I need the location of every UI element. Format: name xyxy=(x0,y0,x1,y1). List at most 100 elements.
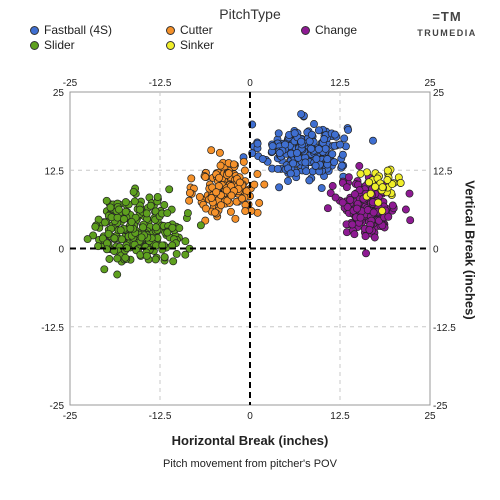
data-point xyxy=(222,186,231,195)
data-point xyxy=(338,150,347,159)
data-point xyxy=(350,230,359,239)
data-point xyxy=(314,126,323,135)
data-point xyxy=(284,177,292,185)
data-point xyxy=(201,204,210,213)
data-point xyxy=(130,197,139,206)
data-point xyxy=(165,185,174,194)
data-point xyxy=(114,205,123,214)
data-point xyxy=(273,164,282,173)
x-tick-label-top: -12.5 xyxy=(149,78,172,89)
legend-marker-fastball xyxy=(30,26,39,35)
data-point xyxy=(290,129,299,138)
data-point xyxy=(224,169,233,178)
data-point xyxy=(312,154,321,163)
data-point xyxy=(365,225,374,234)
data-point xyxy=(355,162,364,170)
legend-title: PitchType xyxy=(219,6,281,22)
data-point xyxy=(120,215,128,224)
legend-label-change: Change xyxy=(315,23,358,37)
x-axis-label: Horizontal Break (inches) xyxy=(171,433,329,448)
x-tick-label-top: 25 xyxy=(424,78,436,89)
points-layer xyxy=(83,110,415,279)
data-point xyxy=(105,255,114,263)
legend-item-change[interactable]: Change xyxy=(301,23,357,37)
data-point xyxy=(127,217,136,226)
data-point xyxy=(94,242,103,251)
data-point xyxy=(215,173,224,182)
legend-item-cutter[interactable]: Cutter xyxy=(166,23,213,37)
data-point xyxy=(311,161,320,170)
data-point xyxy=(151,255,160,264)
data-point xyxy=(235,178,244,187)
legend-marker-sinker xyxy=(166,41,175,50)
legend-item-sinker[interactable]: Sinker xyxy=(166,38,214,52)
data-point xyxy=(183,209,192,218)
data-point xyxy=(326,189,335,198)
data-point xyxy=(116,226,125,235)
data-point xyxy=(260,180,269,189)
data-point xyxy=(253,170,262,179)
data-point xyxy=(104,229,113,238)
data-point xyxy=(356,169,365,178)
data-point xyxy=(323,204,332,213)
data-point xyxy=(217,201,225,210)
data-point xyxy=(100,265,109,274)
data-point xyxy=(344,173,353,182)
data-point xyxy=(383,176,392,184)
legend-marker-slider xyxy=(30,41,39,50)
data-point xyxy=(241,207,250,216)
series-sinker xyxy=(356,165,405,215)
data-point xyxy=(310,120,318,128)
data-point xyxy=(215,148,224,157)
x-tick-label-top: 12.5 xyxy=(330,78,350,89)
data-point xyxy=(383,166,392,175)
data-point xyxy=(181,250,190,259)
data-point xyxy=(153,192,162,201)
data-point xyxy=(297,137,306,146)
data-point xyxy=(121,253,130,262)
data-point xyxy=(275,149,284,157)
data-point xyxy=(102,196,111,205)
x-tick-label-bottom: 12.5 xyxy=(330,411,350,422)
data-point xyxy=(212,188,221,197)
trumedia-logo-mark: =TM xyxy=(432,9,462,24)
x-tick-label-top: 0 xyxy=(247,78,253,89)
data-point xyxy=(113,270,122,279)
y-tick-label-right: 25 xyxy=(433,88,445,99)
data-point xyxy=(223,196,232,205)
data-point xyxy=(302,167,311,176)
data-point xyxy=(268,142,277,151)
data-point xyxy=(337,161,346,170)
legend-label-fastball: Fastball (4S) xyxy=(44,23,113,37)
data-point xyxy=(330,158,339,167)
data-point xyxy=(301,158,310,167)
data-point xyxy=(328,182,337,190)
data-point xyxy=(370,233,379,242)
data-point xyxy=(181,237,190,246)
data-point xyxy=(321,144,330,153)
data-point xyxy=(401,205,410,214)
data-point xyxy=(91,222,100,231)
legend-item-slider[interactable]: Slider xyxy=(30,38,75,52)
legend-item-fastball[interactable]: Fastball (4S) xyxy=(30,23,112,37)
data-point xyxy=(362,168,371,177)
data-point xyxy=(106,203,115,212)
data-point xyxy=(168,223,177,232)
data-point xyxy=(307,144,316,153)
data-point xyxy=(229,160,238,169)
data-point xyxy=(274,129,283,138)
data-point xyxy=(185,196,194,205)
data-point xyxy=(356,213,365,222)
data-point xyxy=(353,204,361,213)
data-point xyxy=(343,203,352,211)
data-point xyxy=(378,206,387,215)
legend-marker-change xyxy=(301,26,310,35)
y-tick-label-right: -25 xyxy=(433,401,448,412)
data-point xyxy=(396,178,405,187)
data-point xyxy=(258,155,267,163)
data-point xyxy=(89,231,98,240)
trumedia-logo: =TM TRUMEDIA xyxy=(412,9,482,39)
y-tick-label-left: 12.5 xyxy=(45,166,65,177)
data-point xyxy=(374,198,383,207)
x-tick-label-bottom: 0 xyxy=(247,411,253,422)
